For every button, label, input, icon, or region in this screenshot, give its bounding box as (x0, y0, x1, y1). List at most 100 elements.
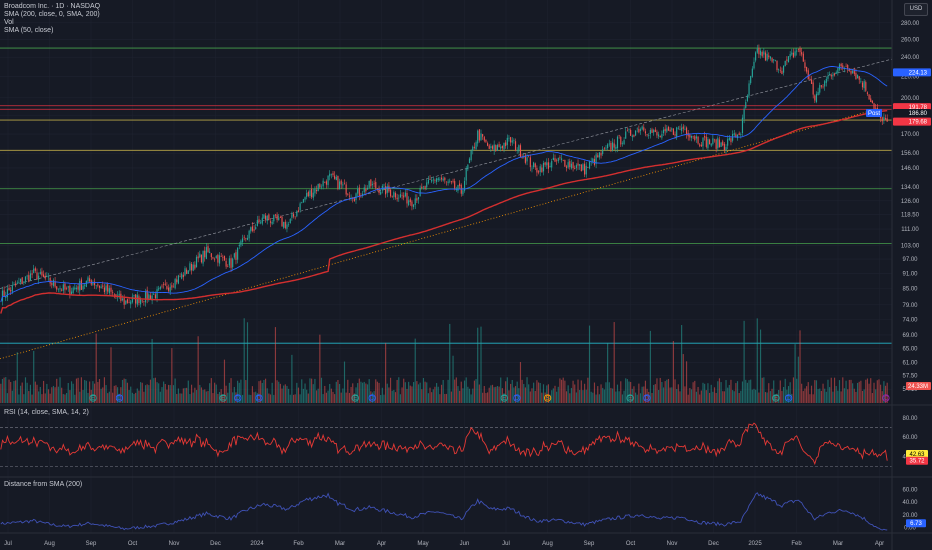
candle-body (204, 250, 206, 258)
volume-bar (143, 391, 145, 403)
candle-body (837, 67, 839, 74)
candle-body (24, 276, 27, 282)
volume-bar (755, 389, 757, 403)
price-tick-label: 240.00 (901, 55, 920, 61)
candle-body (620, 136, 622, 145)
candle-body (819, 85, 821, 93)
candle-body (436, 178, 438, 182)
volume-bar (311, 378, 313, 403)
candle-body (580, 164, 582, 172)
candle-body (661, 134, 663, 138)
volume-bar (582, 390, 584, 403)
volume-bar (584, 383, 586, 403)
volume-bar (16, 352, 18, 403)
candle-body (789, 54, 791, 57)
candle-body (473, 146, 475, 148)
chart-title: Broadcom Inc. · 1D · NASDAQ (4, 3, 101, 10)
candle-body (166, 286, 168, 289)
volume-bar (227, 392, 229, 403)
volume-bar (353, 393, 355, 403)
volume-bar (33, 350, 35, 403)
volume-bar (835, 386, 837, 403)
volume-bar (260, 380, 262, 403)
event-marker (772, 394, 780, 402)
candle-body (294, 216, 296, 218)
candle-body (98, 285, 101, 288)
upper-channel-line (0, 58, 893, 289)
volume-bar (575, 392, 577, 403)
volume-bar (166, 389, 168, 403)
volume-bar (774, 394, 776, 403)
volume-bar (79, 391, 81, 403)
volume-bar (717, 381, 719, 403)
volume-bar (167, 384, 170, 403)
volume-bar (409, 385, 411, 403)
currency-button[interactable]: USD (904, 3, 928, 16)
candle-body (470, 150, 472, 160)
volume-bar (82, 390, 84, 403)
candle-body (92, 282, 94, 285)
volume-bar (182, 388, 184, 403)
volume-bar (570, 387, 573, 403)
candle-body (462, 190, 464, 195)
candle-body (692, 136, 694, 138)
candle-body (536, 167, 538, 173)
candle-body (783, 65, 785, 73)
time-tick-label: Aug (542, 541, 553, 547)
price-tick-label: 103.00 (901, 244, 920, 250)
candle-body (585, 165, 587, 175)
volume-bar (375, 379, 377, 403)
distance-panel-title[interactable]: Distance from SMA (200) (4, 481, 83, 488)
volume-bar (186, 387, 188, 403)
time-tick-label: Sep (584, 541, 595, 547)
volume-bar (110, 347, 112, 403)
volume-bar (524, 387, 526, 403)
volume-bar (881, 391, 883, 403)
volume-bar (301, 379, 303, 403)
volume-bar (250, 394, 252, 403)
candle-body (868, 94, 870, 100)
volume-bar (228, 382, 230, 403)
distance-tick-label: 40.00 (902, 500, 918, 506)
candle-body (266, 215, 268, 221)
candle-body (712, 138, 714, 144)
candle-body (79, 281, 81, 291)
volume-bar (93, 383, 96, 403)
candle-body (281, 216, 283, 227)
volume-bar (633, 386, 635, 403)
volume-bar (674, 379, 676, 403)
volume-bar (513, 387, 515, 403)
volume-bar (18, 394, 20, 403)
candle-body (345, 184, 347, 195)
candle-body (107, 284, 109, 292)
candle-body (758, 47, 760, 55)
volume-bar (276, 380, 278, 403)
candle-body (822, 86, 824, 88)
rsi-panel-title[interactable]: RSI (14, close, SMA, 14, 2) (4, 409, 89, 416)
candle-body (700, 144, 702, 147)
candle-body (299, 203, 301, 211)
volume-bar (72, 383, 74, 403)
volume-bar (556, 391, 558, 403)
volume-bar (638, 383, 640, 403)
candle-body (199, 253, 201, 258)
legend-volume[interactable]: Vol (4, 19, 14, 26)
event-marker-letter: D (786, 396, 791, 402)
volume-bar (240, 379, 242, 403)
volume-bar (174, 378, 176, 403)
candle-body (659, 135, 661, 138)
candle-body (694, 136, 696, 141)
volume-bar (697, 386, 699, 403)
volume-bar (738, 393, 740, 403)
volume-bar (44, 393, 46, 403)
legend-sma200[interactable]: SMA (200, close, 0, SMA, 200) (4, 11, 100, 18)
candle-body (62, 284, 64, 291)
legend-sma50[interactable]: SMA (50, close) (4, 27, 54, 34)
distance-tick-label: 0.00 (904, 525, 916, 531)
candle-body (16, 282, 18, 284)
candle-body (853, 69, 855, 74)
candle-body (776, 60, 778, 71)
candle-body (485, 139, 487, 142)
candle-body (623, 140, 625, 145)
